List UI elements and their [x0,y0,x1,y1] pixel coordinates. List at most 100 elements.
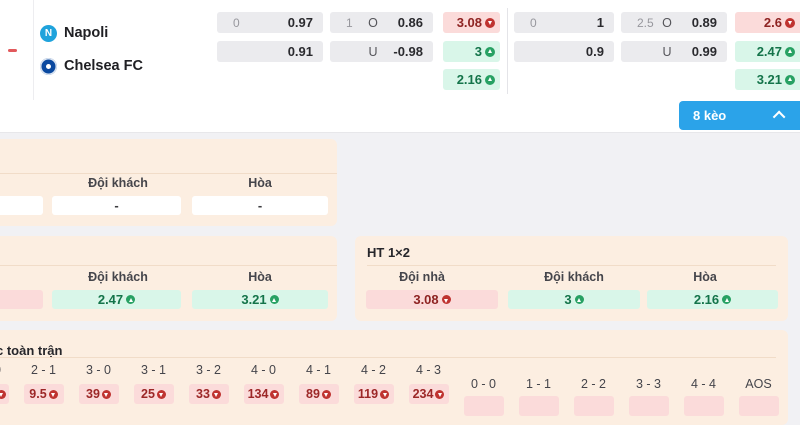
odds-value: 2.16 [456,72,482,87]
score-odds-cell[interactable] [518,396,559,416]
odds-cell-1x2-draw[interactable]: 2.16 [443,69,500,90]
trend-down-icon [0,389,6,399]
trend-down-icon [380,389,390,399]
score-label: 4 - 3 [415,363,441,377]
odds-value: 3.08 [413,292,439,307]
trend-down-icon [101,389,111,399]
score-odds-cell[interactable]: 25 [133,384,174,404]
odds-group-divider [507,8,508,94]
score-odds-cell[interactable]: 119 [353,384,394,404]
score-item: 3 - 0 39 [71,363,126,404]
score-item: 4 - 1 89 [291,363,346,404]
odds-cell-home[interactable]: 3.08 [366,290,498,309]
odds-cell-over[interactable]: 1 O 0.86 [330,12,433,33]
odds-cell-1x2-home[interactable]: 3.08 [443,12,500,33]
score-item: 2 - 1 9.5 [16,363,71,404]
odds-cell-1x2-away[interactable]: 3 [443,41,500,62]
odds-cell-draw[interactable]: 2.16 [647,290,778,309]
score-odds-cell[interactable]: 234 [408,384,449,404]
score-item: 2 - 0 [0,363,16,404]
collapse-odds-button[interactable]: 8 kèo [679,101,800,130]
trend-down-icon [785,17,795,28]
odds-cell-under2[interactable]: U 0.99 [621,41,727,62]
trend-up-icon [485,46,495,57]
odds-cell-under[interactable]: U -0.98 [330,41,433,62]
score-label: 2 - 0 [0,363,1,378]
odds-value: 0.91 [287,44,313,59]
score-label: 3 - 3 [635,377,661,391]
score-odds-value: 39 [86,387,100,401]
odds-cell-over2[interactable]: 2.5 O 0.89 [621,12,727,33]
trend-down-icon [156,389,166,399]
score-odds-cell[interactable] [628,396,669,416]
odds-value: 3 [474,44,482,59]
over-label: O [368,15,378,30]
team-row-home[interactable]: N Napoli [40,21,108,45]
score-label: 2 - 1 [30,363,56,377]
odds-value: 2.47 [756,44,782,59]
trend-up-icon [785,74,795,85]
score-label: 1 - 1 [525,377,551,391]
score-item: 2 - 2 [566,377,621,416]
score-label: 2 - 2 [580,377,606,391]
odds-value: - [114,198,119,213]
column-header-draw: Hòa [693,270,717,284]
score-odds-cell[interactable] [0,384,9,404]
trend-down-icon [485,17,495,28]
score-label: 4 - 1 [305,363,331,377]
handicap-line: 0 [233,15,240,30]
team-row-away[interactable]: Chelsea FC [40,54,143,78]
favorite-marker[interactable] [8,49,17,52]
odds-cell-draw[interactable]: 3.21 [192,290,328,309]
odds-cell-away[interactable]: 3 [508,290,640,309]
score-odds-value: 119 [357,387,379,401]
score-label: AOS [745,377,772,391]
score-odds-value: 134 [247,387,269,401]
card-title: HT 1×2 [367,245,410,260]
odds-value: 3.21 [241,292,267,307]
odds-value: 0.97 [287,15,313,30]
odds-cell-home-partial[interactable] [0,196,43,215]
odds-cell-handicap2-away[interactable]: 0.9 [514,41,614,62]
odds-cell-1x2b-home[interactable]: 2.6 [735,12,800,33]
chevron-up-icon [772,110,786,124]
score-item: 4 - 0 134 [236,363,291,404]
column-header-away: Đội khách [544,270,604,284]
odds-cell-home-partial[interactable] [0,290,43,309]
score-label: 4 - 0 [250,363,276,377]
trend-up-icon [485,74,495,85]
score-odds-cell[interactable] [573,396,614,416]
odds-cell-draw[interactable]: - [192,196,328,215]
collapse-button-label: 8 kèo [693,108,727,123]
score-odds-cell[interactable] [463,396,504,416]
card-ht-1x2: HT 1×2 Đội nhà Đội khách Hòa 3.08 3 2.16 [355,236,788,321]
odds-cell-1x2b-away[interactable]: 2.47 [735,41,800,62]
odds-value: 0.86 [397,15,423,30]
score-odds-value: 234 [412,387,434,401]
odds-cell-away[interactable]: 2.47 [52,290,181,309]
odds-cell-1x2b-draw[interactable]: 3.21 [735,69,800,90]
score-odds-cell[interactable] [738,396,779,416]
odds-value: - [257,198,263,213]
score-odds-cell[interactable]: 89 [298,384,339,404]
odds-cell-handicap-away[interactable]: 0.91 [217,41,323,62]
score-odds-value: 25 [141,387,155,401]
odds-cell-away[interactable]: - [52,196,181,215]
odds-value: 1 [596,15,604,30]
odds-value: 0.9 [585,44,604,59]
odds-value: 3.21 [756,72,782,87]
score-odds-cell[interactable]: 33 [188,384,229,404]
score-item: 1 - 1 [511,377,566,416]
trend-down-icon [48,389,58,399]
score-odds-cell[interactable]: 9.5 [23,384,64,404]
score-odds-cell[interactable] [683,396,724,416]
score-odds-cell[interactable]: 134 [243,384,284,404]
score-odds-cell[interactable]: 39 [78,384,119,404]
score-row-draw: 0 - 0 1 - 1 2 - 2 3 - 3 4 - 4 AOS [456,377,786,416]
odds-cell-handicap-home[interactable]: 0 0.97 [217,12,323,33]
odds-value: 2.6 [763,15,782,30]
score-label: 4 - 2 [360,363,386,377]
score-row-win: 2 - 0 2 - 1 9.5 3 - 0 39 3 - 1 25 3 - 2 33 4 - 0 1… [0,363,456,404]
